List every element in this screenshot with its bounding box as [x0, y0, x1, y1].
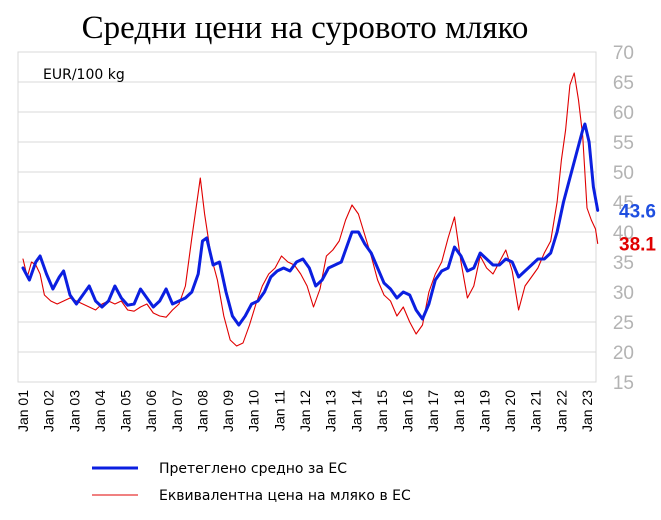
x-tick-label-jan-16: Jan 16 [400, 390, 416, 432]
unit-label: EUR/100 kg [43, 67, 125, 83]
x-tick-label-jan-07: Jan 07 [169, 390, 185, 432]
y-tick-label-25: 25 [613, 313, 634, 334]
legend-label-equivalent-price: Еквивалентна цена на мляко в ЕС [159, 488, 411, 504]
x-tick-label-jan-15: Jan 15 [374, 390, 390, 432]
y-tick-label-40: 40 [613, 223, 634, 244]
y-tick-label-35: 35 [613, 253, 634, 274]
end-label-weighted-average: 43.6 [619, 201, 656, 222]
x-tick-label-jan-19: Jan 19 [476, 390, 492, 432]
y-tick-label-55: 55 [613, 133, 634, 154]
x-tick-label-jan-20: Jan 20 [502, 390, 518, 432]
x-axis-ticks: Jan 01 Jan 02 Jan 03 Jan 04 Jan 05 Jan 06 Jan … [15, 390, 595, 432]
x-tick-label-jan-23: Jan 23 [579, 390, 595, 432]
y-tick-label-20: 20 [613, 343, 634, 364]
series-line-weighted-average [21, 122, 600, 327]
x-tick-label-jan-13: Jan 13 [323, 390, 339, 432]
x-tick-label-jan-12: Jan 12 [297, 390, 313, 432]
y-tick-label-30: 30 [613, 283, 634, 304]
x-tick-label-jan-06: Jan 06 [143, 390, 159, 432]
end-labels: 43.6 38.1 [619, 201, 656, 255]
series-layer [21, 72, 600, 347]
x-tick-label-jan-22: Jan 22 [553, 390, 569, 432]
legend: Претеглено средно за ЕС Еквивалентна цен… [92, 461, 411, 504]
series-line-equivalent-price [22, 72, 599, 347]
x-tick-label-jan-21: Jan 21 [528, 390, 544, 432]
x-tick-label-jan-14: Jan 14 [348, 390, 364, 432]
y-tick-label-15: 15 [613, 373, 634, 394]
legend-label-weighted-average: Претеглено средно за ЕС [159, 461, 347, 477]
x-tick-label-jan-18: Jan 18 [451, 390, 467, 432]
end-label-equivalent-price: 38.1 [619, 234, 656, 255]
chart-title: Средни цени на суровото мляко [82, 10, 529, 46]
y-tick-label-50: 50 [613, 163, 634, 184]
x-tick-label-jan-08: Jan 08 [194, 390, 210, 432]
y-tick-label-70: 70 [613, 43, 634, 64]
x-tick-label-jan-05: Jan 05 [118, 390, 134, 432]
y-tick-label-60: 60 [613, 103, 634, 124]
plot-area [17, 51, 597, 383]
x-tick-label-jan-03: Jan 03 [66, 390, 82, 432]
x-tick-label-jan-09: Jan 09 [220, 390, 236, 432]
x-tick-label-jan-11: Jan 11 [271, 390, 287, 431]
x-tick-label-jan-02: Jan 02 [41, 390, 57, 432]
x-tick-label-jan-04: Jan 04 [92, 390, 108, 432]
y-tick-label-45: 45 [613, 193, 634, 214]
x-tick-label-jan-17: Jan 17 [425, 390, 441, 432]
x-tick-label-jan-01: Jan 01 [15, 390, 31, 432]
x-tick-label-jan-10: Jan 10 [246, 390, 262, 432]
y-axis-ticks: 15 20 25 30 35 40 45 50 55 60 65 70 [613, 43, 634, 394]
y-tick-label-65: 65 [613, 73, 634, 94]
gridlines [18, 81, 596, 353]
